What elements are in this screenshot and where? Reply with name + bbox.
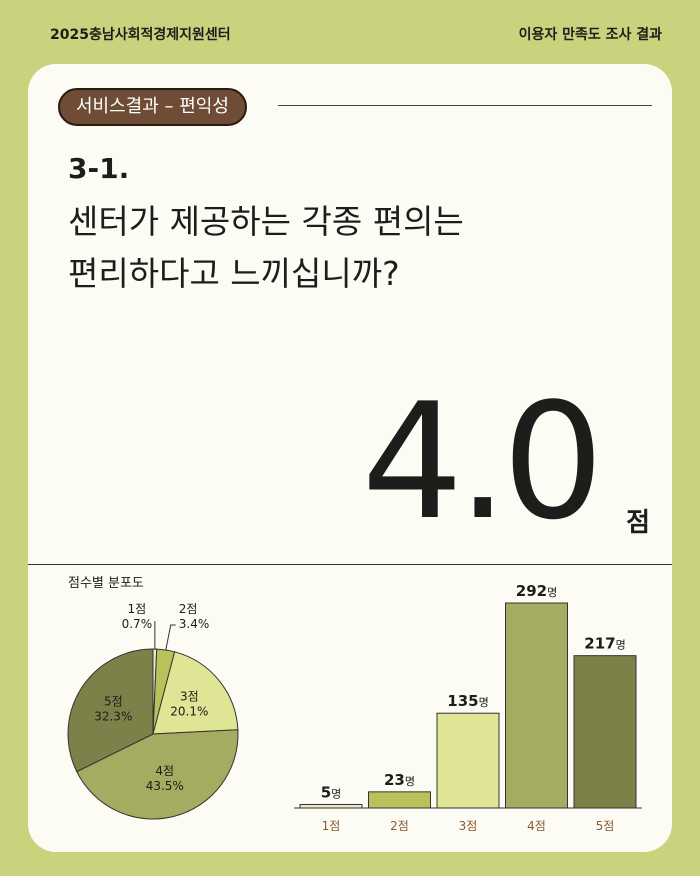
section-tag: 서비스결과 – 편익성 <box>58 88 247 126</box>
bar-5 <box>573 655 637 809</box>
bar-1 <box>299 803 363 809</box>
bar-value-label-3: 135명 <box>447 692 488 710</box>
question-text: 센터가 제공하는 각종 편의는 편리하다고 느끼십니까? <box>68 196 628 300</box>
bar-category-label-4: 4점 <box>527 819 546 833</box>
pie-chart: 1점 0.7% 2점 3.4% 3점 20.1% 4점 43.5% 5점 32.3% <box>67 602 239 820</box>
pie-leader-2 <box>165 624 176 651</box>
bar-category-label-5: 5점 <box>596 819 615 833</box>
question-line-2: 편리하다고 느끼십니까? <box>68 254 400 293</box>
pie-label-2: 2점 3.4% <box>179 602 210 631</box>
pie-label-3: 3점 20.1% <box>170 690 208 719</box>
question-line-1: 센터가 제공하는 각종 편의는 <box>68 202 464 241</box>
bar-value-label-5: 217명 <box>584 635 625 653</box>
header-report: 이용자 만족도 조사 결과 <box>518 27 662 43</box>
pie-label-5: 5점 32.3% <box>94 694 132 723</box>
tag-divider <box>278 105 652 106</box>
pie-slice-5 <box>67 648 154 773</box>
header-org: 2025충남사회적경제지원센터 <box>50 27 231 43</box>
pie-label-4: 4점 43.5% <box>146 764 184 793</box>
score-divider <box>28 564 672 565</box>
bar-chart: 5명 1점 23명 2점 135명 3점 292명 4점 217명 5점 <box>294 582 642 833</box>
score-unit: 점 <box>626 508 650 538</box>
bar-category-label-3: 3점 <box>459 819 478 833</box>
pie-slice-3 <box>152 651 239 735</box>
bar-2 <box>368 791 431 809</box>
score-value: 4.0 <box>361 368 604 555</box>
bar-value-label-2: 23명 <box>384 771 415 789</box>
pie-label-1: 1점 0.7% <box>122 602 153 631</box>
distribution-title: 점수별 분포도 <box>68 576 144 591</box>
content-card: 서비스결과 – 편익성 3-1. 센터가 제공하는 각종 편의는 편리하다고 느… <box>28 64 672 852</box>
bar-category-label-1: 1점 <box>322 819 341 833</box>
bar-value-label-1: 5명 <box>321 783 342 801</box>
question-number: 3-1. <box>68 152 130 185</box>
bar-value-label-4: 292명 <box>516 582 557 600</box>
bar-3 <box>436 712 500 809</box>
bar-4 <box>505 602 568 809</box>
bar-category-label-2: 2점 <box>390 819 409 833</box>
